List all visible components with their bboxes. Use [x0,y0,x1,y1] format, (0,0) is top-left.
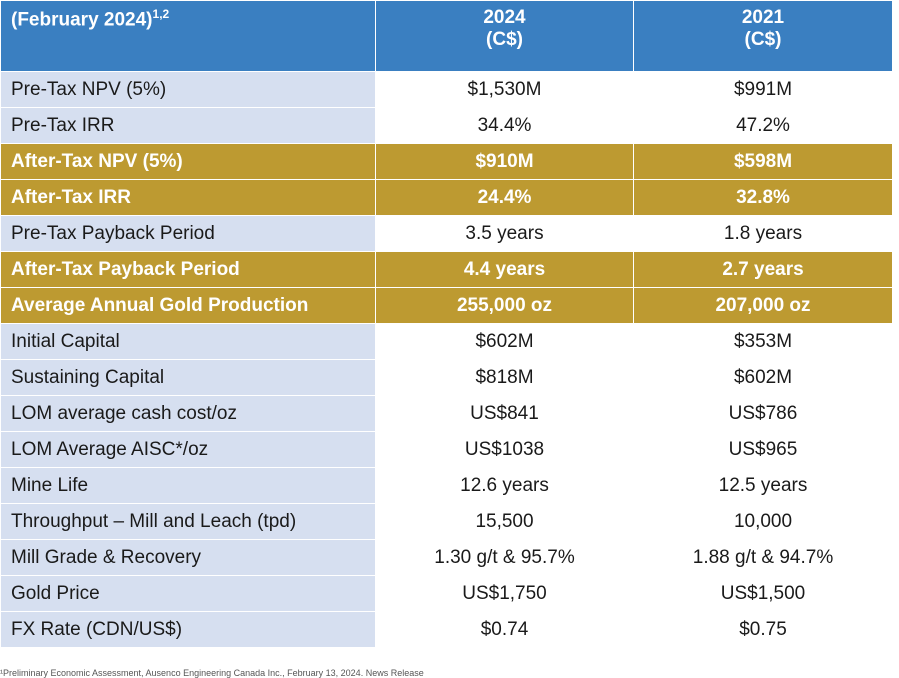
row-label: Average Annual Gold Production [0,287,376,324]
table-header-row: (February 2024)1,2 2024 (C$) 2021 (C$) [0,0,893,72]
row-value-2024: $1,530M [375,71,634,108]
row-value-2021: US$965 [633,431,893,468]
row-value-2021: $598M [633,143,893,180]
row-label: FX Rate (CDN/US$) [0,611,376,648]
row-value-2021: 207,000 oz [633,287,893,324]
row-value-2021: $353M [633,323,893,360]
header-2024-cell: 2024 (C$) [375,0,634,72]
row-value-2021: 47.2% [633,107,893,144]
header-2024-unit: (C$) [486,29,523,50]
row-value-2024: 1.30 g/t & 95.7% [375,539,634,576]
row-value-2021: 1.8 years [633,215,893,252]
row-value-2024: 3.5 years [375,215,634,252]
header-2021-cell: 2021 (C$) [633,0,893,72]
row-value-2024: US$1,750 [375,575,634,612]
header-period-label: (February 2024) [11,9,153,31]
row-value-2021: 10,000 [633,503,893,540]
header-2021-unit: (C$) [744,29,782,50]
table-row: FX Rate (CDN/US$) $0.74 $0.75 [0,611,893,648]
row-label: Pre-Tax IRR [0,107,376,144]
footnote-text: ¹Preliminary Economic Assessment, Ausenc… [0,668,424,678]
row-value-2024: $818M [375,359,634,396]
economics-table: (February 2024)1,2 2024 (C$) 2021 (C$) P… [0,0,893,648]
table-row: Initial Capital $602M $353M [0,323,893,360]
row-value-2024: 24.4% [375,179,634,216]
table-row: Mill Grade & Recovery 1.30 g/t & 95.7% 1… [0,539,893,576]
row-value-2024: US$841 [375,395,634,432]
table-row-highlight: After-Tax NPV (5%) $910M $598M [0,143,893,180]
row-value-2021: $0.75 [633,611,893,648]
row-value-2021: 1.88 g/t & 94.7% [633,539,893,576]
header-period-cell: (February 2024)1,2 [0,0,376,72]
row-value-2024: $0.74 [375,611,634,648]
table-row: LOM Average AISC*/oz US$1038 US$965 [0,431,893,468]
row-value-2021: US$786 [633,395,893,432]
header-2024-year: 2024 [483,7,526,28]
row-label: Initial Capital [0,323,376,360]
row-label: Pre-Tax Payback Period [0,215,376,252]
row-value-2021: 12.5 years [633,467,893,504]
row-label: Mill Grade & Recovery [0,539,376,576]
header-footnote-marker: 1,2 [152,7,170,21]
row-label: After-Tax NPV (5%) [0,143,376,180]
row-label: Mine Life [0,467,376,504]
table-row-highlight: Average Annual Gold Production 255,000 o… [0,287,893,324]
header-2021-year: 2021 [741,7,785,28]
row-label: Pre-Tax NPV (5%) [0,71,376,108]
table-row: Throughput – Mill and Leach (tpd) 15,500… [0,503,893,540]
row-value-2024: 15,500 [375,503,634,540]
row-value-2024: 12.6 years [375,467,634,504]
row-value-2024: 34.4% [375,107,634,144]
row-value-2021: $602M [633,359,893,396]
row-label: Sustaining Capital [0,359,376,396]
table-row: Pre-Tax NPV (5%) $1,530M $991M [0,71,893,108]
table-row-highlight: After-Tax IRR 24.4% 32.8% [0,179,893,216]
row-value-2021: 2.7 years [633,251,893,288]
table-row: Pre-Tax IRR 34.4% 47.2% [0,107,893,144]
row-value-2021: $991M [633,71,893,108]
row-value-2024: 255,000 oz [375,287,634,324]
row-label: After-Tax Payback Period [0,251,376,288]
table-row-highlight: After-Tax Payback Period 4.4 years 2.7 y… [0,251,893,288]
table-row: Sustaining Capital $818M $602M [0,359,893,396]
table-row: Mine Life 12.6 years 12.5 years [0,467,893,504]
row-label: LOM Average AISC*/oz [0,431,376,468]
table-row: Pre-Tax Payback Period 3.5 years 1.8 yea… [0,215,893,252]
row-value-2021: US$1,500 [633,575,893,612]
row-label: Gold Price [0,575,376,612]
row-value-2024: 4.4 years [375,251,634,288]
row-value-2024: $602M [375,323,634,360]
row-value-2021: 32.8% [633,179,893,216]
row-value-2024: US$1038 [375,431,634,468]
row-label: LOM average cash cost/oz [0,395,376,432]
table-row: Gold Price US$1,750 US$1,500 [0,575,893,612]
table-row: LOM average cash cost/oz US$841 US$786 [0,395,893,432]
row-label: After-Tax IRR [0,179,376,216]
row-value-2024: $910M [375,143,634,180]
row-label: Throughput – Mill and Leach (tpd) [0,503,376,540]
